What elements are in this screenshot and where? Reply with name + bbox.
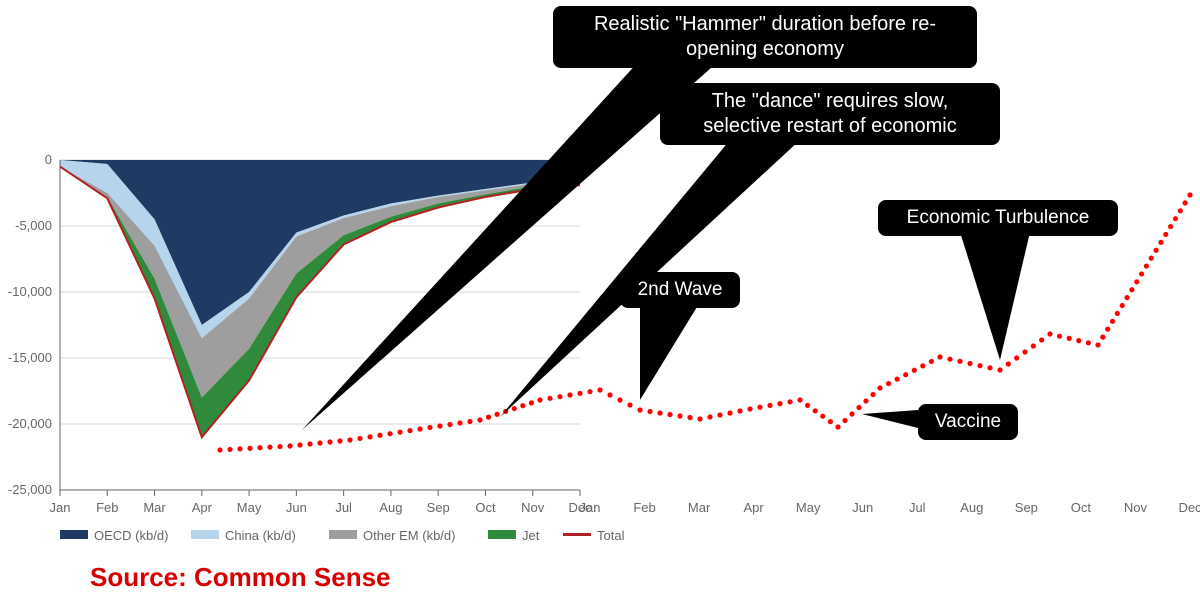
x-tick-label: May	[237, 500, 262, 515]
proj-month-label: Mar	[688, 500, 711, 515]
legend-swatch	[191, 530, 219, 539]
legend-label: China (kb/d)	[225, 528, 296, 543]
callout-tail-vaccine	[862, 410, 918, 428]
x-tick-label: Aug	[379, 500, 402, 515]
source-label: Source: Common Sense	[90, 562, 391, 593]
callout-tail-turb	[960, 232, 1030, 360]
proj-month-label: Sep	[1015, 500, 1038, 515]
x-tick-label: Nov	[521, 500, 545, 515]
legend-label: Total	[597, 528, 625, 543]
proj-month-label: Jun	[852, 500, 873, 515]
x-tick-label: Jul	[335, 500, 352, 515]
y-tick-label: 0	[45, 152, 52, 167]
y-tick-label: -5,000	[15, 218, 52, 233]
callout-tail-wave	[640, 302, 700, 400]
x-tick-label: Jan	[50, 500, 71, 515]
y-tick-label: -25,000	[8, 482, 52, 497]
callout-wave: 2nd Wave	[620, 272, 740, 308]
proj-month-label: May	[796, 500, 821, 515]
proj-month-label: Aug	[960, 500, 983, 515]
legend-swatch	[488, 530, 516, 539]
proj-month-label: Jan	[580, 500, 601, 515]
y-tick-label: -10,000	[8, 284, 52, 299]
legend-label: Jet	[522, 528, 540, 543]
proj-month-label: Dec	[1178, 500, 1200, 515]
callout-turb: Economic Turbulence	[878, 200, 1118, 236]
chart-svg: 0 -5,000 -10,000 -15,000 -20,000 -25,000 Jan Fe…	[0, 0, 1200, 604]
proj-month-label: Apr	[744, 500, 765, 515]
proj-month-label: Jul	[909, 500, 926, 515]
legend-swatch	[60, 530, 88, 539]
proj-month-label: Feb	[633, 500, 655, 515]
callout-hammer: Realistic "Hammer" duration before re-op…	[553, 6, 977, 68]
proj-month-label: Oct	[1071, 500, 1092, 515]
legend-label: OECD (kb/d)	[94, 528, 168, 543]
proj-month-label: Nov	[1124, 500, 1148, 515]
callout-dance: The "dance" requires slow, selective res…	[660, 83, 1000, 145]
y-tick-label: -15,000	[8, 350, 52, 365]
legend-swatch	[329, 530, 357, 539]
x-tick-label: Sep	[427, 500, 450, 515]
x-tick-label: Apr	[192, 500, 213, 515]
x-tick-label: Mar	[143, 500, 166, 515]
x-tick-label: Jun	[286, 500, 307, 515]
x-tick-label: Oct	[475, 500, 496, 515]
x-tick-label: Feb	[96, 500, 118, 515]
legend-label: Other EM (kb/d)	[363, 528, 455, 543]
callout-vaccine: Vaccine	[918, 404, 1018, 440]
y-tick-label: -20,000	[8, 416, 52, 431]
